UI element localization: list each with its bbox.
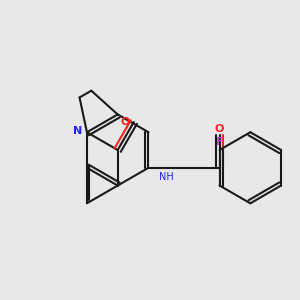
Text: F: F (216, 137, 223, 147)
Text: O: O (121, 117, 130, 127)
Text: NH: NH (159, 172, 174, 182)
Text: O: O (215, 124, 224, 134)
Text: N: N (73, 126, 83, 136)
